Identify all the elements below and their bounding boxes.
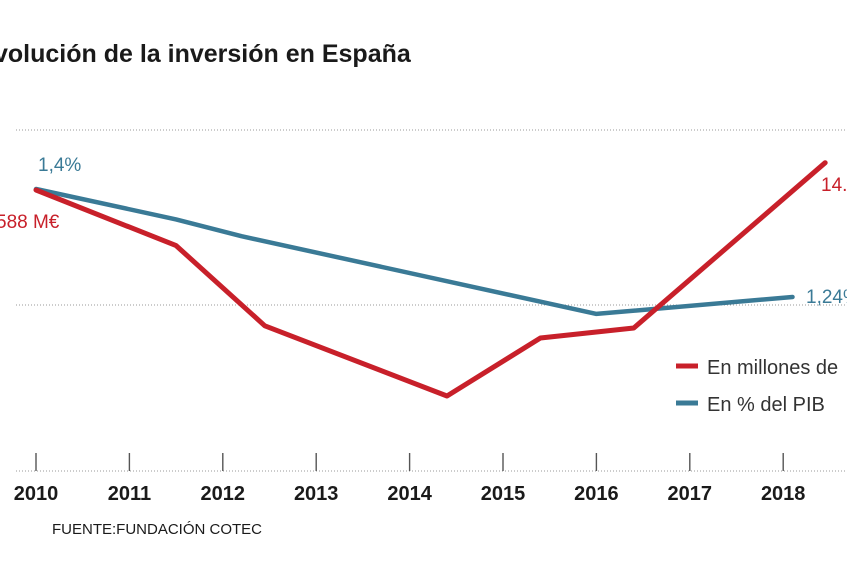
legend-label-pib: En % del PIB: [707, 394, 825, 416]
grid: [16, 129, 847, 306]
x-tick-label-2012: 2012: [201, 483, 246, 505]
series-line-millions: [33, 160, 828, 399]
annotations: 1,4% 588 M€ 14.9 1,24%: [0, 155, 847, 308]
series-group: [33, 160, 828, 399]
x-tick-label-2015: 2015: [481, 483, 526, 505]
legend-label-millions: En millones de: [707, 357, 838, 379]
x-tick-label-2017: 2017: [668, 483, 713, 505]
legend: En millones de En % del PIB: [676, 357, 838, 416]
x-axis: [16, 453, 847, 472]
x-tick-label-2014: 2014: [387, 483, 432, 505]
x-tick-label-2013: 2013: [294, 483, 339, 505]
x-tick-label-2011: 2011: [108, 483, 151, 505]
x-tick-label-2016: 2016: [574, 483, 619, 505]
series-line-pib: [33, 186, 795, 317]
source-note: FUENTE:FUNDACIÓN COTEC: [52, 521, 262, 538]
annotation-millions-end: 14.9: [821, 175, 847, 196]
x-tick-labels: 2010 2011 2012 2013 2014 2015 2016 2017 2018: [14, 483, 806, 505]
x-tick-label-2018: 2018: [761, 483, 806, 505]
annotation-pib-end: 1,24%: [806, 287, 847, 308]
annotation-millions-start: 588 M€: [0, 212, 60, 233]
chart-title: volución de la inversión en España: [0, 40, 412, 68]
annotation-pib-start: 1,4%: [38, 155, 81, 176]
x-tick-label-2010: 2010: [14, 483, 59, 505]
